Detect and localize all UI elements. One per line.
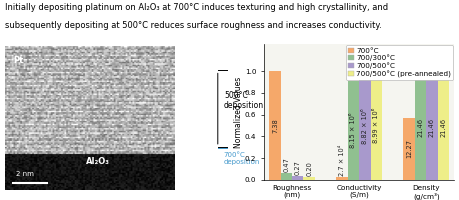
Legend: 700°C, 700/300°C, 700/500°C, 700/500°C (pre-annealed): 700°C, 700/300°C, 700/500°C, 700/500°C (…	[346, 45, 453, 80]
Bar	[292, 176, 303, 180]
Text: 21.46: 21.46	[429, 118, 435, 137]
Text: 8.82 × 10⁶: 8.82 × 10⁶	[362, 109, 368, 144]
Text: Pt: Pt	[13, 56, 23, 65]
Bar	[359, 73, 370, 180]
Text: 700°C
deposition: 700°C deposition	[224, 152, 260, 165]
Text: 21.46: 21.46	[440, 118, 446, 137]
Bar	[269, 71, 281, 180]
Text: 0.20: 0.20	[306, 161, 312, 176]
Text: 8.15 × 10⁶: 8.15 × 10⁶	[351, 113, 357, 148]
Text: Al₂O₃: Al₂O₃	[86, 157, 110, 166]
Bar	[303, 177, 315, 180]
Text: 12.27: 12.27	[406, 139, 412, 158]
Bar	[403, 118, 415, 180]
Text: 0.27: 0.27	[295, 160, 301, 175]
Bar	[348, 81, 359, 180]
Text: 2 nm: 2 nm	[17, 171, 34, 177]
Y-axis label: Normalized Values: Normalized Values	[235, 76, 243, 148]
Bar	[281, 173, 292, 180]
Text: 21.46: 21.46	[418, 118, 424, 137]
Text: subsequently depositing at 500°C reduces surface roughness and increases conduct: subsequently depositing at 500°C reduces…	[5, 21, 381, 30]
Bar	[336, 177, 348, 180]
Bar	[415, 76, 426, 180]
Text: 500°C
deposition: 500°C deposition	[224, 91, 264, 110]
Bar	[437, 76, 449, 180]
Text: 0.47: 0.47	[283, 157, 289, 172]
Bar	[370, 71, 382, 180]
Text: 7.38: 7.38	[272, 118, 278, 133]
Bar	[426, 76, 437, 180]
Text: 2.7 × 10⁴: 2.7 × 10⁴	[339, 144, 345, 176]
Text: Initially depositing platinum on Al₂O₃ at 700°C induces texturing and high cryst: Initially depositing platinum on Al₂O₃ a…	[5, 3, 388, 12]
Text: 8.99 × 10⁶: 8.99 × 10⁶	[373, 108, 379, 143]
